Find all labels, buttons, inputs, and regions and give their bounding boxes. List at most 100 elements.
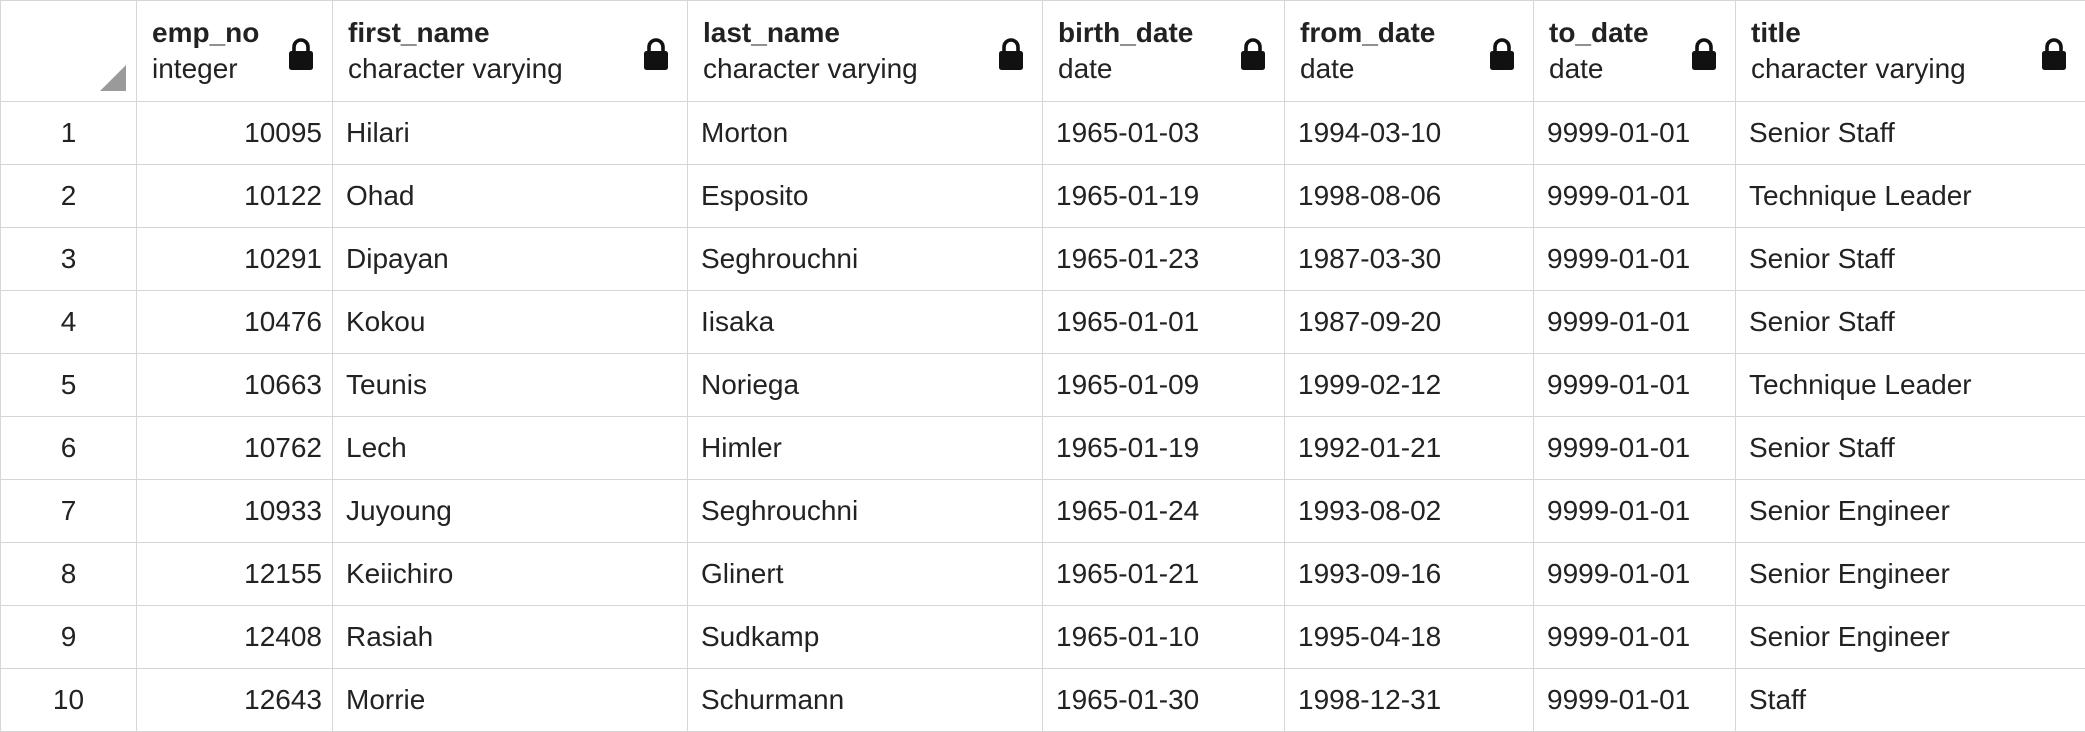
cell-title[interactable]: Senior Engineer (1736, 543, 2085, 606)
table-row[interactable]: 9 12408 Rasiah Sudkamp 1965-01-10 1995-0… (1, 606, 2085, 669)
cell-first-name[interactable]: Keiichiro (333, 543, 688, 606)
table-row[interactable]: 8 12155 Keiichiro Glinert 1965-01-21 199… (1, 543, 2085, 606)
cell-last-name[interactable]: Glinert (688, 543, 1043, 606)
cell-last-name[interactable]: Schurmann (688, 669, 1043, 732)
row-number[interactable]: 5 (1, 354, 137, 417)
cell-to-date[interactable]: 9999-01-01 (1534, 354, 1736, 417)
cell-emp-no[interactable]: 12643 (137, 669, 333, 732)
cell-last-name[interactable]: Esposito (688, 165, 1043, 228)
cell-first-name[interactable]: Morrie (333, 669, 688, 732)
table-row[interactable]: 3 10291 Dipayan Seghrouchni 1965-01-23 1… (1, 228, 2085, 291)
column-header-birth-date[interactable]: birth_date date (1043, 1, 1285, 102)
cell-emp-no[interactable]: 10291 (137, 228, 333, 291)
cell-emp-no[interactable]: 12155 (137, 543, 333, 606)
cell-title[interactable]: Senior Staff (1736, 228, 2085, 291)
column-name: from_date (1300, 15, 1473, 51)
cell-first-name[interactable]: Dipayan (333, 228, 688, 291)
cell-to-date[interactable]: 9999-01-01 (1534, 606, 1736, 669)
cell-emp-no[interactable]: 10095 (137, 102, 333, 165)
cell-title[interactable]: Staff (1736, 669, 2085, 732)
cell-to-date[interactable]: 9999-01-01 (1534, 417, 1736, 480)
column-header-last-name[interactable]: last_name character varying (688, 1, 1043, 102)
table-row[interactable]: 5 10663 Teunis Noriega 1965-01-09 1999-0… (1, 354, 2085, 417)
cell-title[interactable]: Technique Leader (1736, 165, 2085, 228)
cell-birth-date[interactable]: 1965-01-03 (1043, 102, 1285, 165)
cell-first-name[interactable]: Ohad (333, 165, 688, 228)
cell-from-date[interactable]: 1999-02-12 (1285, 354, 1534, 417)
cell-birth-date[interactable]: 1965-01-10 (1043, 606, 1285, 669)
row-number[interactable]: 3 (1, 228, 137, 291)
select-all-corner[interactable] (1, 1, 137, 102)
row-number[interactable]: 4 (1, 291, 137, 354)
cell-first-name[interactable]: Rasiah (333, 606, 688, 669)
row-number[interactable]: 8 (1, 543, 137, 606)
cell-title[interactable]: Senior Staff (1736, 102, 2085, 165)
cell-birth-date[interactable]: 1965-01-21 (1043, 543, 1285, 606)
cell-emp-no[interactable]: 10476 (137, 291, 333, 354)
cell-birth-date[interactable]: 1965-01-01 (1043, 291, 1285, 354)
cell-birth-date[interactable]: 1965-01-30 (1043, 669, 1285, 732)
cell-to-date[interactable]: 9999-01-01 (1534, 165, 1736, 228)
table-row[interactable]: 2 10122 Ohad Esposito 1965-01-19 1998-08… (1, 165, 2085, 228)
cell-to-date[interactable]: 9999-01-01 (1534, 228, 1736, 291)
cell-emp-no[interactable]: 10663 (137, 354, 333, 417)
table-row[interactable]: 4 10476 Kokou Iisaka 1965-01-01 1987-09-… (1, 291, 2085, 354)
cell-last-name[interactable]: Iisaka (688, 291, 1043, 354)
row-number[interactable]: 1 (1, 102, 137, 165)
cell-birth-date[interactable]: 1965-01-19 (1043, 165, 1285, 228)
table-row[interactable]: 7 10933 Juyoung Seghrouchni 1965-01-24 1… (1, 480, 2085, 543)
cell-to-date[interactable]: 9999-01-01 (1534, 291, 1736, 354)
cell-to-date[interactable]: 9999-01-01 (1534, 543, 1736, 606)
cell-title[interactable]: Senior Staff (1736, 417, 2085, 480)
cell-first-name[interactable]: Hilari (333, 102, 688, 165)
cell-emp-no[interactable]: 10122 (137, 165, 333, 228)
cell-birth-date[interactable]: 1965-01-24 (1043, 480, 1285, 543)
cell-to-date[interactable]: 9999-01-01 (1534, 102, 1736, 165)
cell-from-date[interactable]: 1987-09-20 (1285, 291, 1534, 354)
cell-from-date[interactable]: 1994-03-10 (1285, 102, 1534, 165)
cell-from-date[interactable]: 1993-09-16 (1285, 543, 1534, 606)
row-number[interactable]: 7 (1, 480, 137, 543)
column-header-from-date[interactable]: from_date date (1285, 1, 1534, 102)
cell-title[interactable]: Senior Engineer (1736, 606, 2085, 669)
cell-emp-no[interactable]: 12408 (137, 606, 333, 669)
column-header-title[interactable]: title character varying (1736, 1, 2085, 102)
column-header-emp-no[interactable]: emp_no integer (137, 1, 333, 102)
cell-from-date[interactable]: 1993-08-02 (1285, 480, 1534, 543)
cell-last-name[interactable]: Morton (688, 102, 1043, 165)
row-number[interactable]: 6 (1, 417, 137, 480)
cell-to-date[interactable]: 9999-01-01 (1534, 669, 1736, 732)
cell-birth-date[interactable]: 1965-01-09 (1043, 354, 1285, 417)
row-number[interactable]: 9 (1, 606, 137, 669)
cell-first-name[interactable]: Lech (333, 417, 688, 480)
cell-birth-date[interactable]: 1965-01-19 (1043, 417, 1285, 480)
cell-title[interactable]: Senior Engineer (1736, 480, 2085, 543)
cell-last-name[interactable]: Seghrouchni (688, 228, 1043, 291)
cell-first-name[interactable]: Kokou (333, 291, 688, 354)
cell-from-date[interactable]: 1998-12-31 (1285, 669, 1534, 732)
cell-emp-no[interactable]: 10762 (137, 417, 333, 480)
cell-first-name[interactable]: Juyoung (333, 480, 688, 543)
cell-to-date[interactable]: 9999-01-01 (1534, 480, 1736, 543)
table-row[interactable]: 1 10095 Hilari Morton 1965-01-03 1994-03… (1, 102, 2085, 165)
cell-last-name[interactable]: Seghrouchni (688, 480, 1043, 543)
cell-from-date[interactable]: 1987-03-30 (1285, 228, 1534, 291)
cell-first-name[interactable]: Teunis (333, 354, 688, 417)
row-number[interactable]: 10 (1, 669, 137, 732)
cell-last-name[interactable]: Sudkamp (688, 606, 1043, 669)
cell-birth-date[interactable]: 1965-01-23 (1043, 228, 1285, 291)
cell-title[interactable]: Senior Staff (1736, 291, 2085, 354)
cell-from-date[interactable]: 1998-08-06 (1285, 165, 1534, 228)
row-number[interactable]: 2 (1, 165, 137, 228)
table-row[interactable]: 6 10762 Lech Himler 1965-01-19 1992-01-2… (1, 417, 2085, 480)
cell-from-date[interactable]: 1992-01-21 (1285, 417, 1534, 480)
column-header-first-name[interactable]: first_name character varying (333, 1, 688, 102)
column-header-to-date[interactable]: to_date date (1534, 1, 1736, 102)
cell-title[interactable]: Technique Leader (1736, 354, 2085, 417)
cell-last-name[interactable]: Himler (688, 417, 1043, 480)
cell-from-date[interactable]: 1995-04-18 (1285, 606, 1534, 669)
cell-emp-no[interactable]: 10933 (137, 480, 333, 543)
table-row[interactable]: 10 12643 Morrie Schurmann 1965-01-30 199… (1, 669, 2085, 732)
column-name: birth_date (1058, 15, 1224, 51)
cell-last-name[interactable]: Noriega (688, 354, 1043, 417)
